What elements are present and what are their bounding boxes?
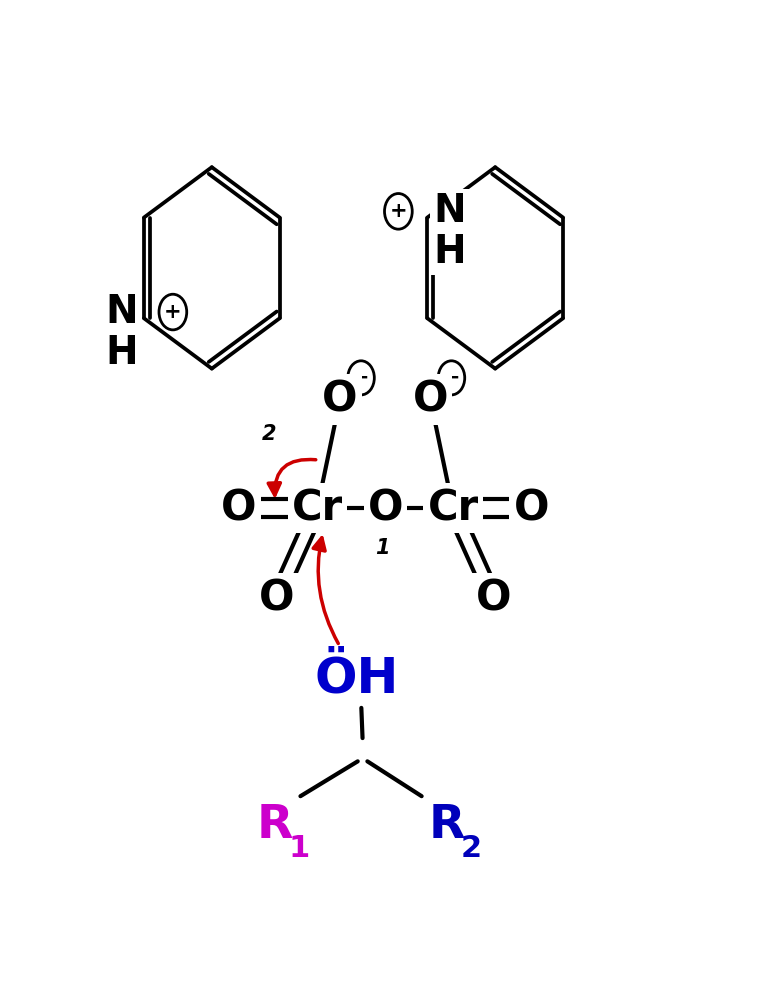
Text: R: R	[429, 803, 465, 848]
Text: 2: 2	[262, 425, 276, 445]
Text: O: O	[476, 577, 511, 620]
Text: +: +	[390, 201, 407, 221]
Text: R: R	[257, 803, 293, 848]
Text: O: O	[259, 577, 294, 620]
Text: O: O	[412, 378, 448, 421]
Text: O: O	[513, 487, 549, 529]
Text: −: −	[352, 368, 370, 388]
Text: H: H	[105, 334, 138, 372]
Text: N: N	[433, 192, 466, 230]
Text: −: −	[443, 368, 461, 388]
Text: O: O	[368, 487, 403, 529]
Text: Cr: Cr	[427, 487, 478, 529]
Text: +: +	[164, 302, 182, 322]
Text: 1: 1	[289, 834, 310, 863]
Text: Cr: Cr	[292, 487, 343, 529]
Text: 1: 1	[375, 538, 390, 558]
Text: O: O	[322, 378, 358, 421]
Text: 2: 2	[461, 834, 482, 863]
Text: N: N	[105, 293, 138, 331]
Text: ÖH: ÖH	[314, 655, 398, 702]
Text: O: O	[221, 487, 257, 529]
Text: H: H	[433, 233, 466, 272]
